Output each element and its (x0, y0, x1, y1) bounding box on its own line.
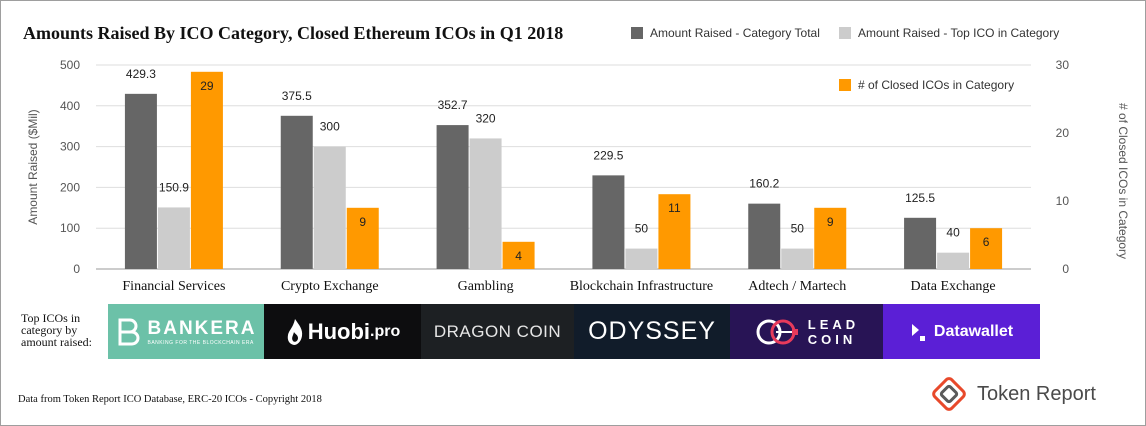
bar-total (592, 175, 625, 269)
odyssey-logo: ODYSSEY (574, 304, 730, 359)
data-label: 160.2 (749, 177, 779, 191)
bankera-tagline: BANKING FOR THE BLOCKCHAIN ERA (147, 339, 254, 346)
data-label: 320 (476, 111, 496, 125)
data-label: 50 (635, 222, 649, 236)
bar-total (436, 125, 469, 270)
data-label: 352.7 (438, 98, 468, 112)
category-label: Gambling (458, 279, 514, 294)
category-label: Adtech / Martech (748, 279, 846, 294)
dragon-coin-logo: DRAGON COIN (421, 304, 574, 359)
brand-name: Token Report (977, 382, 1096, 405)
data-label: 29 (200, 79, 214, 93)
bankera-wordmark: BANKERA (147, 317, 257, 339)
source-note: Data from Token Report ICO Database, ERC… (18, 394, 322, 405)
category-label: Blockchain Infrastructure (570, 279, 713, 294)
dragon-coin-wordmark: DRAGON COIN (433, 321, 562, 341)
data-label: 375.5 (282, 89, 312, 103)
data-label: 150.9 (159, 180, 189, 194)
bar-closed-icos (190, 71, 223, 269)
data-label: 50 (791, 222, 805, 236)
bar-closed-icos (346, 207, 379, 269)
data-label: 300 (320, 120, 340, 134)
y2-tick-label: 0 (1062, 262, 1069, 276)
y-tick-label: 300 (60, 140, 80, 154)
bar-closed-icos (970, 228, 1003, 269)
data-label: 9 (359, 215, 366, 229)
datawallet-wordmark: Datawallet (933, 322, 1014, 340)
category-label: Data Exchange (911, 279, 996, 294)
bar-top-ico (157, 207, 190, 269)
lead-coin-icon (756, 319, 798, 344)
bar-closed-icos (502, 241, 535, 269)
bar-total (280, 115, 313, 270)
logos-row-label: Top ICOs in category by amount raised: (21, 311, 92, 349)
bar-total (904, 217, 937, 269)
data-label: 229.5 (593, 148, 623, 162)
lead-wordmark: LEAD (807, 316, 860, 332)
legend-label: # of Closed ICOs in Category (858, 78, 1014, 92)
lead-coin-logo: LEAD COIN (730, 304, 883, 359)
flame-icon (287, 318, 302, 345)
y-tick-label: 0 (73, 262, 80, 276)
legend-swatch (839, 27, 851, 39)
coin-wordmark: COIN (807, 331, 857, 347)
y2-tick-label: 20 (1056, 126, 1070, 140)
data-label: 6 (983, 235, 990, 249)
legend-label: Amount Raised - Top ICO in Category (858, 26, 1059, 40)
bar-total (124, 93, 157, 269)
y-tick-label: 400 (60, 99, 80, 113)
chart-title: Amounts Raised By ICO Category, Closed E… (23, 23, 564, 43)
huobi-suffix: .pro (370, 322, 401, 340)
datawallet-icon (911, 323, 925, 341)
category-label: Financial Services (122, 279, 225, 294)
token-report-brand: Token Report (931, 374, 1131, 414)
bar-chart: 0 100 200 300 400 500 0 10 20 30 Amount Raised ($M… (26, 26, 1130, 294)
data-label: 40 (946, 226, 960, 240)
data-label: 125.5 (905, 191, 935, 205)
legend-label: Amount Raised - Category Total (650, 26, 820, 40)
bar-top-ico (469, 138, 502, 269)
huobi-wordmark: Huobi (307, 318, 371, 344)
bar-top-ico (313, 146, 346, 269)
datawallet-logo: Datawallet (883, 304, 1040, 359)
y2-axis-label: # of Closed ICOs in Category (1116, 103, 1130, 259)
token-report-logo-icon (932, 377, 966, 411)
y-axis-label: Amount Raised ($Mil) (26, 109, 40, 224)
y2-tick-label: 10 (1056, 194, 1070, 208)
bar-total (748, 203, 781, 269)
data-label: 429.3 (126, 67, 156, 81)
data-label: 9 (827, 215, 834, 229)
bar-top-ico (937, 252, 970, 269)
bankera-logo: BANKERA BANKING FOR THE BLOCKCHAIN ERA (108, 304, 264, 359)
odyssey-wordmark: ODYSSEY (588, 317, 716, 345)
legend-swatch (631, 27, 643, 39)
data-label: 11 (668, 201, 681, 215)
y-tick-label: 100 (60, 221, 80, 235)
bar-closed-icos (658, 194, 691, 269)
category-label: Crypto Exchange (281, 279, 379, 294)
bankera-b-icon (118, 318, 139, 345)
y-tick-label: 200 (60, 180, 80, 194)
y-tick-label: 500 (60, 58, 80, 72)
huobi-logo: Huobi .pro (264, 304, 421, 359)
bar-top-ico (781, 248, 814, 269)
y2-tick-label: 30 (1056, 58, 1070, 72)
data-label: 4 (515, 249, 522, 263)
bar-top-ico (625, 248, 658, 269)
legend-swatch (839, 79, 851, 91)
bar-closed-icos (814, 207, 847, 269)
